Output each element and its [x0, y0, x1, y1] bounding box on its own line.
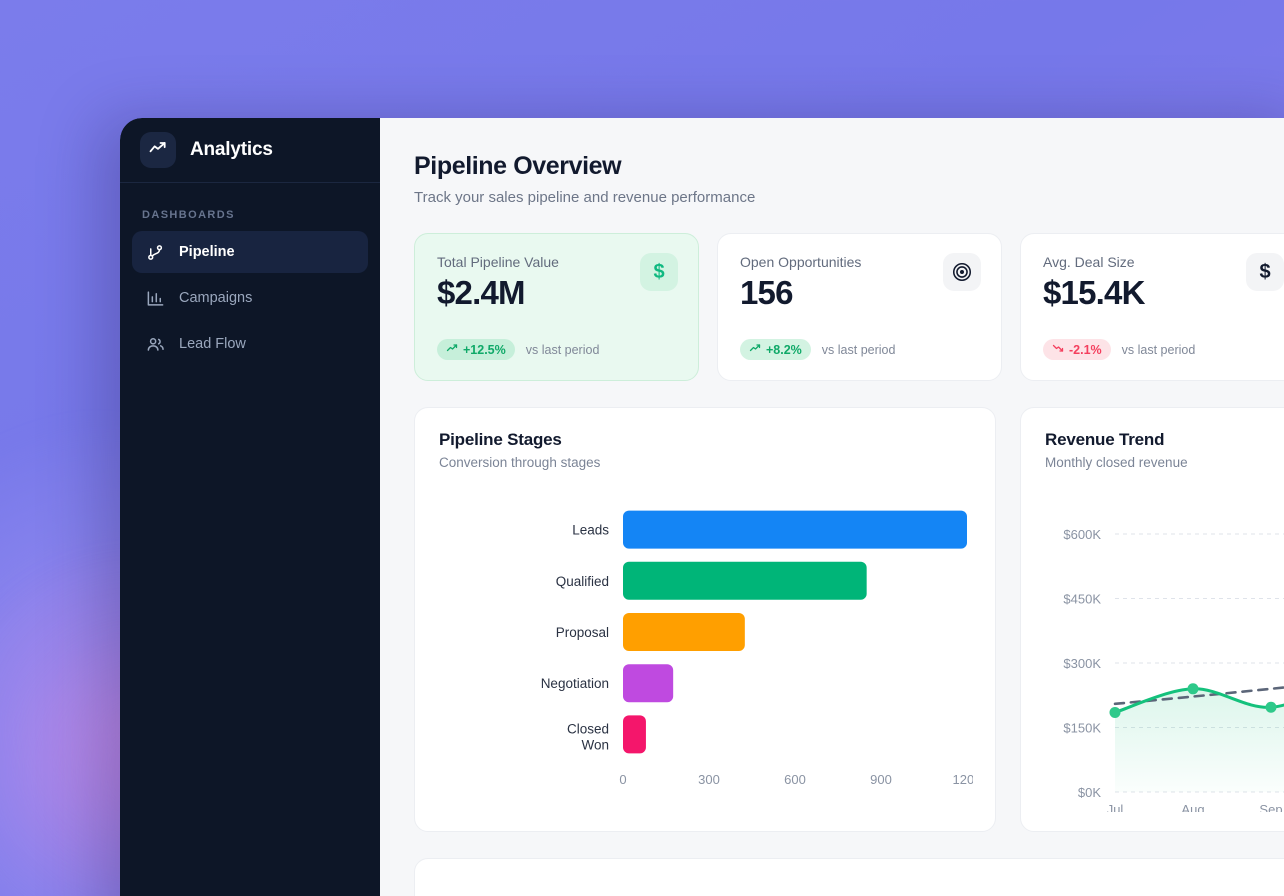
- card-title: Pipeline Stages: [439, 430, 562, 449]
- x-axis-tick-label: 0: [619, 772, 626, 787]
- y-axis-tick-label: $0K: [1078, 785, 1101, 800]
- brand-name: Analytics: [190, 139, 273, 160]
- y-axis-tick-label: $150K: [1063, 721, 1101, 736]
- bar-category-label: Leads: [572, 523, 609, 538]
- git-branch-icon: [146, 243, 165, 262]
- sidebar-section-label: DASHBOARDS: [142, 209, 235, 221]
- kpi-value: $2.4M: [437, 274, 526, 311]
- sidebar-nav: Pipeline Campaigns: [120, 231, 380, 365]
- bottom-card: [414, 858, 1284, 896]
- main-content: Pipeline Overview Track your sales pipel…: [380, 118, 1284, 896]
- sidebar-item-pipeline[interactable]: Pipeline: [132, 231, 368, 273]
- revenue-line: [1113, 687, 1284, 714]
- revenue-trend-card: Revenue Trend Monthly closed revenue $0K…: [1020, 407, 1284, 832]
- kpi-footer: -2.1% vs last period: [1043, 339, 1195, 360]
- y-axis-tick-label: $600K: [1063, 527, 1101, 542]
- y-axis-tick-label: $450K: [1063, 592, 1101, 607]
- data-point[interactable]: [1109, 706, 1121, 718]
- kpi-footer: +8.2% vs last period: [740, 339, 895, 360]
- bar-closed-won[interactable]: [623, 715, 646, 754]
- data-point[interactable]: [1187, 683, 1199, 695]
- bar-category-label: Negotiation: [541, 676, 609, 691]
- kpi-note: vs last period: [1121, 342, 1196, 357]
- x-axis-tick-label: 600: [784, 772, 806, 787]
- bar-chart-svg: Leads Qualified Proposal Negotiation ClosedW…: [541, 510, 973, 787]
- dollar-icon: $: [640, 253, 678, 291]
- dollar-icon: $: [1246, 253, 1284, 291]
- kpi-note: vs last period: [821, 342, 896, 357]
- bar-category-label: Proposal: [556, 625, 609, 640]
- status-badge: +12.5%: [437, 339, 515, 360]
- kpi-card-total-pipeline-value[interactable]: Total Pipeline Value $2.4M $ +12.5%: [414, 233, 699, 381]
- line-chart-svg: $0K$150K$300K$450K$600KJulAugSepOct: [1063, 527, 1284, 812]
- bar-category-label: Qualified: [556, 574, 609, 589]
- data-point[interactable]: [1265, 701, 1277, 713]
- revenue-area-fill: [1115, 688, 1284, 792]
- kpi-note: vs last period: [525, 342, 600, 357]
- x-axis-tick-label: 900: [870, 772, 892, 787]
- kpi-label: Open Opportunities: [740, 254, 862, 270]
- kpi-value: 156: [740, 274, 793, 311]
- bar-proposal[interactable]: [623, 613, 745, 651]
- kpi-icon-glyph: $: [1259, 260, 1271, 283]
- bar-category-label: Won: [581, 737, 609, 752]
- pipeline-stages-card: Pipeline Stages Conversion through stage…: [414, 407, 996, 832]
- page-title: Pipeline Overview: [414, 152, 622, 180]
- kpi-card-avg-deal-size[interactable]: Avg. Deal Size $15.4K $ -2.1%: [1020, 233, 1284, 381]
- delta-value: +12.5%: [463, 342, 506, 357]
- status-badge: +8.2%: [740, 339, 811, 360]
- sidebar-header: Analytics: [120, 118, 380, 183]
- pipeline-stages-chart: Leads Qualified Proposal Negotiation Closed W…: [439, 492, 973, 812]
- sidebar: Analytics DASHBOARDS Pipeline: [120, 118, 380, 896]
- x-axis-tick-label: Aug: [1181, 802, 1204, 812]
- kpi-label: Avg. Deal Size: [1043, 254, 1135, 270]
- brand-logo: [140, 132, 176, 168]
- bar-chart-icon: [146, 289, 165, 308]
- target-icon: [943, 253, 981, 291]
- chart-row: Pipeline Stages Conversion through stage…: [414, 407, 1284, 832]
- kpi-value: $15.4K: [1043, 274, 1145, 311]
- trend-up-icon: [446, 342, 458, 357]
- kpi-label: Total Pipeline Value: [437, 254, 559, 270]
- y-axis-tick-label: $300K: [1063, 656, 1101, 671]
- bar-category-label: Closed: [567, 721, 609, 736]
- page-subtitle: Track your sales pipeline and revenue pe…: [414, 189, 756, 206]
- kpi-row: Total Pipeline Value $2.4M $ +12.5%: [414, 233, 1284, 381]
- x-axis-tick-label: Jul: [1107, 802, 1124, 812]
- sidebar-item-label: Pipeline: [179, 244, 235, 260]
- sidebar-item-label: Lead Flow: [179, 336, 246, 352]
- bar-qualified[interactable]: [623, 561, 867, 600]
- kpi-card-open-opportunities[interactable]: Open Opportunities 156: [717, 233, 1002, 381]
- sidebar-item-lead-flow[interactable]: Lead Flow: [132, 323, 368, 365]
- sidebar-item-label: Campaigns: [179, 290, 253, 306]
- card-subtitle: Monthly closed revenue: [1045, 455, 1188, 470]
- kpi-icon-glyph: $: [653, 260, 665, 283]
- trending-up-icon: [148, 138, 168, 163]
- x-axis-tick-label: 300: [698, 772, 720, 787]
- users-icon: [146, 335, 165, 354]
- card-subtitle: Conversion through stages: [439, 455, 601, 470]
- revenue-trend-chart: $0K$150K$300K$450K$600KJulAugSepOct: [1045, 492, 1284, 812]
- kpi-footer: +12.5% vs last period: [437, 339, 599, 360]
- x-axis-tick-label: 1200: [953, 772, 973, 787]
- trend-up-icon: [749, 342, 761, 357]
- trend-down-icon: [1052, 342, 1064, 357]
- bar-negotiation[interactable]: [623, 664, 674, 703]
- card-title: Revenue Trend: [1045, 430, 1165, 449]
- bar-leads[interactable]: [623, 510, 967, 549]
- app-window: Analytics DASHBOARDS Pipeline: [120, 118, 1284, 896]
- x-axis-tick-label: Sep: [1259, 802, 1282, 812]
- delta-value: -2.1%: [1069, 342, 1102, 357]
- sidebar-item-campaigns[interactable]: Campaigns: [132, 277, 368, 319]
- delta-value: +8.2%: [766, 342, 802, 357]
- status-badge: -2.1%: [1043, 339, 1111, 360]
